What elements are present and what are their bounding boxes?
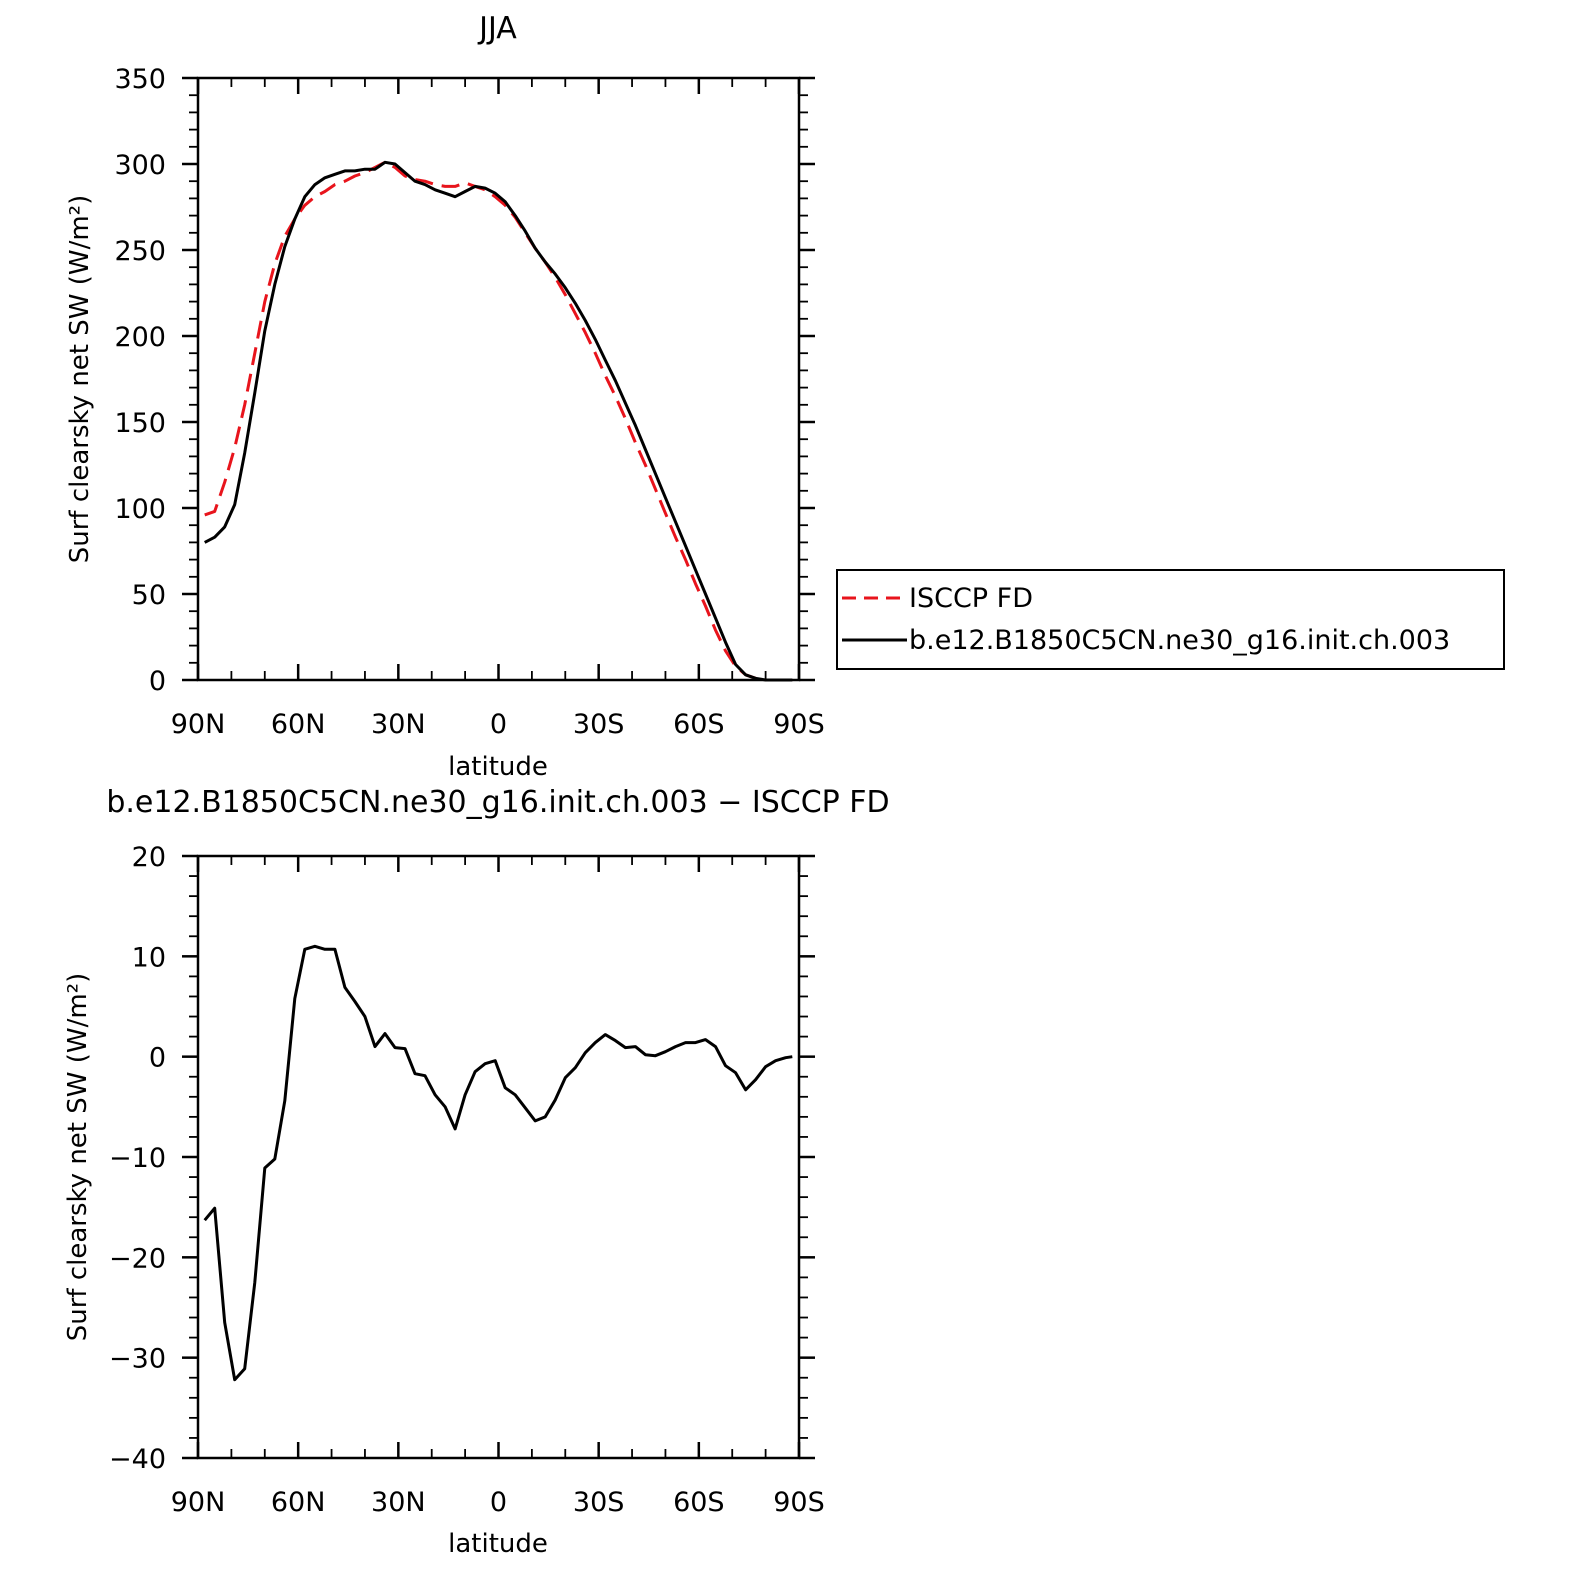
y-tick-label: 50	[132, 580, 166, 611]
legend-label-isccp: ISCCP FD	[909, 583, 1033, 614]
bottom-chart-x-tick-labels: 90N 60N 30N 0 30S 60S 90S	[171, 1487, 825, 1518]
y-tick-label: −30	[109, 1344, 166, 1375]
x-tick-label: 90S	[773, 1487, 825, 1518]
y-tick-label: 200	[114, 322, 166, 353]
x-tick-label: 90N	[171, 1487, 226, 1518]
x-tick-label: 0	[490, 1487, 507, 1518]
y-tick-label: 300	[114, 150, 166, 181]
bottom-chart-lines	[203, 944, 793, 1382]
x-tick-label: 60N	[271, 1487, 326, 1518]
x-tick-label: 60S	[673, 709, 725, 740]
x-tick-label: 30N	[371, 709, 426, 740]
legend-label-model: b.e12.B1850C5CN.ne30_g16.init.ch.003	[909, 625, 1450, 656]
top-series-line-1	[204, 160, 793, 682]
bottom-chart-x-axis-label: latitude	[448, 1529, 548, 1559]
bottom-chart-title: b.e12.B1850C5CN.ne30_g16.init.ch.003 − I…	[106, 785, 889, 820]
top-chart-y-tick-labels: 0 50 100 150 200 250 300 350	[114, 64, 166, 697]
y-tick-label: 0	[149, 666, 166, 697]
top-chart-ticks	[182, 76, 815, 682]
x-tick-label: 30S	[573, 709, 625, 740]
bottom-chart-ticks	[182, 854, 815, 1460]
top-series-line-0	[204, 160, 793, 682]
y-tick-label: 10	[132, 942, 166, 973]
x-tick-label: 90N	[171, 709, 226, 740]
top-chart-title: JJA	[477, 11, 517, 46]
y-tick-label: 350	[114, 64, 166, 95]
x-tick-label: 90S	[773, 709, 825, 740]
bottom-chart-y-axis-label: Surf clearsky net SW (W/m²)	[63, 973, 93, 1341]
top-chart-lines	[204, 160, 793, 682]
y-tick-label: −40	[109, 1444, 166, 1475]
legend: ISCCP FD b.e12.B1850C5CN.ne30_g16.init.c…	[836, 569, 1505, 670]
top-chart-x-tick-labels: 90N 60N 30N 0 30S 60S 90S	[171, 709, 825, 740]
x-tick-label: 30S	[573, 1487, 625, 1518]
x-tick-label: 60S	[673, 1487, 725, 1518]
y-tick-label: −10	[109, 1143, 166, 1174]
x-tick-label: 0	[490, 709, 507, 740]
bottom-chart-y-tick-labels: −40 −30 −20 −10 0 10 20	[109, 842, 166, 1475]
top-chart-y-axis-label: Surf clearsky net SW (W/m²)	[65, 195, 95, 563]
bottom-chart-frame	[196, 854, 801, 1460]
top-chart: JJA 0 50 100 150 200 250 300 350 90N 60N 30N 0 30S 6…	[65, 11, 825, 782]
y-tick-label: 150	[114, 408, 166, 439]
bottom-chart: b.e12.B1850C5CN.ne30_g16.init.ch.003 − I…	[63, 785, 890, 1559]
y-tick-label: 20	[132, 842, 166, 873]
top-chart-frame	[196, 76, 801, 682]
x-tick-label: 60N	[271, 709, 326, 740]
y-tick-label: −20	[109, 1243, 166, 1274]
x-tick-label: 30N	[371, 1487, 426, 1518]
top-chart-x-axis-label: latitude	[448, 752, 548, 782]
y-tick-label: 100	[114, 494, 166, 525]
y-tick-label: 250	[114, 236, 166, 267]
bot-series-line-0	[203, 944, 793, 1382]
legend-box	[836, 569, 1505, 670]
y-tick-label: 0	[149, 1043, 166, 1074]
